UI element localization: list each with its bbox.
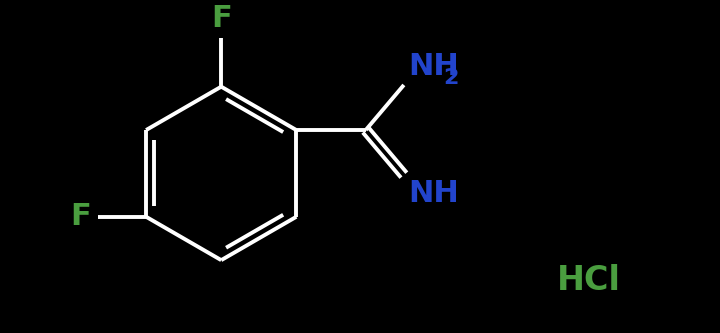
Text: F: F	[70, 202, 91, 231]
Text: HCl: HCl	[557, 264, 621, 297]
Text: NH: NH	[409, 178, 459, 207]
Text: F: F	[211, 4, 232, 33]
Text: 2: 2	[444, 68, 459, 89]
Text: NH: NH	[409, 53, 459, 82]
